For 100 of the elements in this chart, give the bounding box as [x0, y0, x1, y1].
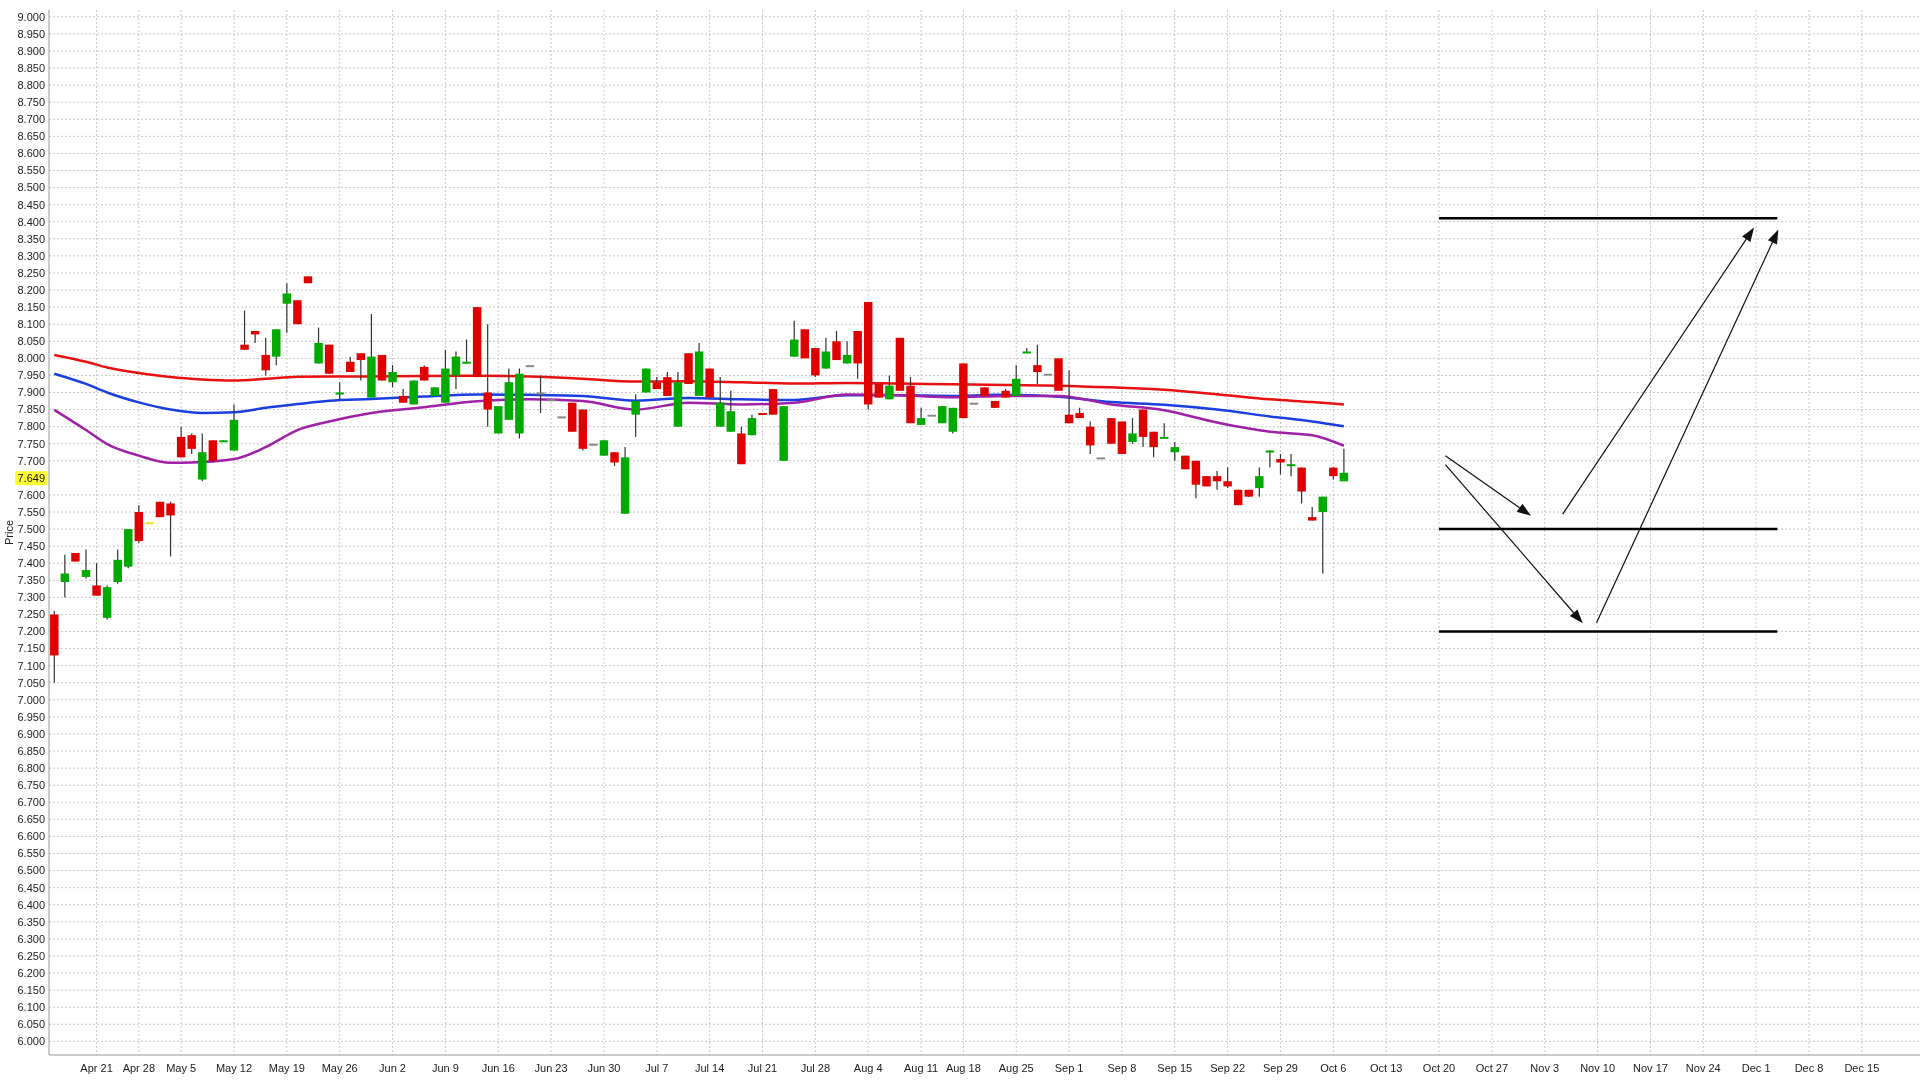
x-tick-label: Jun 23: [534, 1062, 568, 1074]
candlestick: [1011, 364, 1021, 397]
y-tick-label: 8.100: [17, 318, 45, 331]
x-tick-label: Oct 20: [1422, 1062, 1456, 1074]
y-tick-label: 7.150: [17, 642, 45, 655]
candlestick: [388, 364, 397, 388]
candlestick: [60, 554, 70, 598]
y-tick-label: 6.750: [17, 779, 45, 792]
x-tick-label: Apr 28: [122, 1062, 156, 1074]
y-tick-label: 7.250: [17, 608, 45, 621]
y-axis-title: Price: [3, 519, 15, 546]
x-tick-label: May 19: [268, 1062, 305, 1074]
y-tick-label: 8.300: [17, 249, 45, 262]
y-tick-label: 6.000: [17, 1035, 45, 1048]
x-tick-label: May 5: [166, 1062, 197, 1074]
y-tick-label: 8.500: [17, 181, 45, 194]
y-tick-label: 8.450: [17, 198, 45, 211]
y-tick-label: 8.200: [17, 283, 45, 296]
candlestick: [81, 548, 91, 580]
candlestick: [536, 374, 545, 414]
x-tick-label: Dec 15: [1844, 1062, 1880, 1074]
y-tick-label: 7.300: [17, 591, 45, 604]
candlestick: [261, 337, 270, 377]
y-tick-label: 7.700: [17, 454, 45, 467]
y-tick-label: 8.600: [17, 147, 45, 160]
candlestick: [166, 501, 175, 558]
candlestick: [176, 426, 186, 458]
candlestick: [726, 390, 736, 433]
y-tick-label: 8.900: [17, 44, 45, 57]
y-tick-label: 7.000: [17, 693, 45, 706]
candlestick: [1297, 467, 1306, 505]
x-tick-label: Sep 29: [1263, 1062, 1298, 1074]
x-tick-label: Sep 22: [1210, 1062, 1246, 1074]
y-tick-label: 6.250: [17, 949, 45, 962]
y-tick-label: 8.650: [17, 130, 45, 143]
y-tick-label: 8.050: [17, 335, 45, 348]
y-tick-label: 7.100: [17, 659, 45, 672]
x-tick-label: Jun 2: [379, 1062, 407, 1074]
y-tick-label: 8.550: [17, 164, 45, 177]
y-tick-label: 8.000: [17, 352, 45, 365]
y-tick-label: 7.400: [17, 557, 45, 570]
annotation: 7.649: [17, 472, 45, 485]
line-series: [53, 393, 1346, 465]
x-tick-label: Aug 25: [998, 1062, 1034, 1074]
x-tick-label: Sep 15: [1157, 1062, 1193, 1074]
y-tick-label: 6.400: [17, 898, 45, 911]
candlestick: [208, 439, 218, 464]
y-tick-label: 6.150: [17, 983, 45, 996]
y-tick-label: 6.850: [17, 744, 45, 757]
candlestick: [821, 337, 831, 370]
y-tick-label: 7.200: [17, 625, 45, 638]
x-tick-label: Nov 17: [1633, 1062, 1668, 1074]
candlestick: [716, 376, 725, 428]
x-tick-label: May 26: [321, 1062, 358, 1074]
y-tick-label: 7.050: [17, 676, 45, 689]
candlestick: [832, 330, 841, 361]
candlestick: [1212, 470, 1222, 491]
y-tick-label: 7.950: [17, 369, 45, 382]
x-tick-label: Nov 24: [1685, 1062, 1721, 1074]
candlestick: [1255, 467, 1264, 498]
y-tick-label: 8.350: [17, 232, 45, 245]
candlestick: [1128, 417, 1137, 445]
y-tick-label: 7.750: [17, 437, 45, 450]
candlestick: [1265, 449, 1275, 469]
y-tick-label: 9.000: [17, 10, 45, 23]
y-tick-label: 6.450: [17, 881, 45, 894]
y-tick-label: 6.650: [17, 813, 45, 826]
x-tick-label: Dec 8: [1794, 1062, 1824, 1074]
x-tick-label: Sep 8: [1107, 1062, 1137, 1074]
candlestick: [1085, 420, 1095, 455]
candlestick: [356, 352, 366, 382]
y-tick-label: 7.500: [17, 522, 45, 535]
y-tick-label: 7.550: [17, 505, 45, 518]
y-tick-label: 6.050: [17, 1018, 45, 1031]
candlestick: [1170, 441, 1179, 462]
y-tick-label: 6.700: [17, 796, 45, 809]
candlestick: [1318, 496, 1327, 575]
x-tick-label: Apr 21: [80, 1062, 113, 1074]
y-tick-label: 7.350: [17, 574, 45, 587]
y-tick-label: 8.150: [17, 300, 45, 313]
x-tick-label: Aug 11: [904, 1062, 939, 1074]
y-tick-label: 8.250: [17, 266, 45, 279]
y-tick-label: 6.500: [17, 864, 45, 877]
y-tick-label: 6.200: [17, 966, 45, 979]
candlestick: [462, 338, 471, 365]
candlestick: [663, 371, 672, 397]
x-tick-label: Oct 27: [1475, 1062, 1509, 1074]
y-tick-label: 6.900: [17, 727, 45, 740]
line-series: [53, 353, 1346, 406]
y-tick-label: 6.350: [17, 915, 45, 928]
candlestick: [282, 282, 292, 334]
x-tick-label: Jun 9: [431, 1062, 459, 1074]
candlestick: [1191, 460, 1201, 499]
y-tick-label: 8.700: [17, 113, 45, 126]
candlestick: [314, 327, 323, 365]
candlestick: [1149, 431, 1158, 458]
y-tick-label: 6.950: [17, 710, 45, 723]
candlestick: [1033, 344, 1042, 385]
x-tick-label: Nov 10: [1580, 1062, 1616, 1074]
y-tick-label: 7.450: [17, 540, 45, 553]
